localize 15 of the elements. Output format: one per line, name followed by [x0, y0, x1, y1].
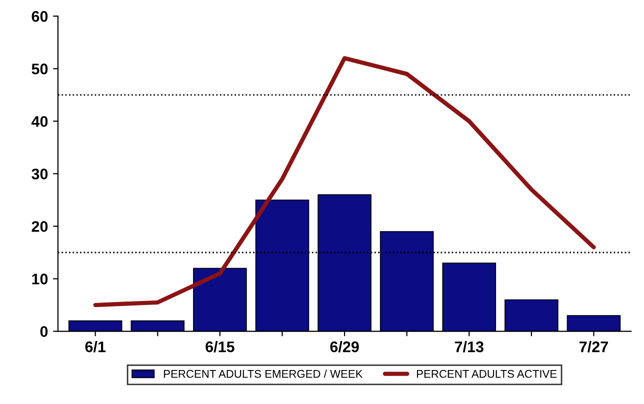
legend-label: PERCENT ADULTS EMERGED / WEEK [164, 370, 363, 378]
x-tick-label: 7/13 [454, 341, 484, 352]
y-tick-label: 30 [32, 168, 48, 180]
x-tick-label: 6/15 [206, 341, 234, 352]
y-tick-label: 0 [40, 326, 48, 337]
y-tick-label: 50 [32, 64, 48, 74]
line-series [93, 56, 596, 308]
y-tick-label: 10 [32, 274, 48, 284]
y-tick-label: 20 [32, 221, 48, 232]
x-tick-label: 6/1 [85, 341, 106, 352]
y-tick-label: 40 [31, 116, 48, 127]
x-tick-label: 6/29 [330, 341, 359, 352]
x-tick-label: 7/27 [580, 341, 608, 352]
legend-label: PERCENT ADULTS ACTIVE [416, 370, 557, 378]
y-tick-label: 60 [32, 11, 48, 22]
